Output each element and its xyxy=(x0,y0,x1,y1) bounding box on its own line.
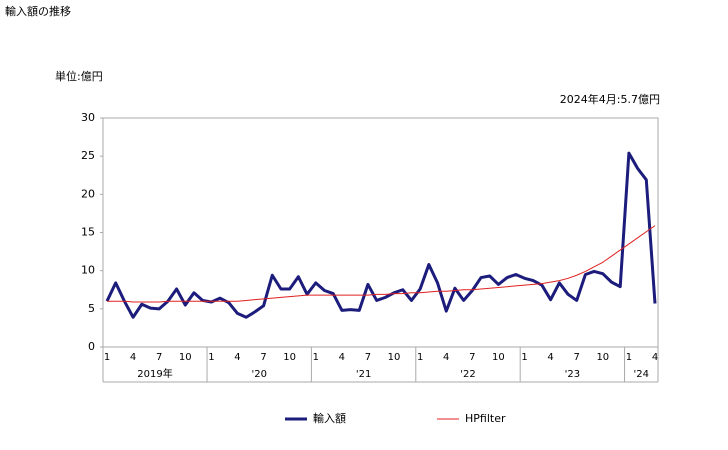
x-tick-label: 4 xyxy=(130,352,136,363)
year-label: '22 xyxy=(460,369,475,380)
year-label: '23 xyxy=(565,369,580,380)
x-tick-label: 1 xyxy=(626,352,632,363)
x-tick-label: 7 xyxy=(365,352,371,363)
year-label: '21 xyxy=(356,369,371,380)
annotation: 2024年4月:5.7億円 xyxy=(560,92,660,106)
x-tick-label: 4 xyxy=(652,352,658,363)
y-tick-label: 30 xyxy=(81,111,95,124)
year-label: '24 xyxy=(634,369,649,380)
x-tick-label: 7 xyxy=(574,352,580,363)
x-tick-label: 7 xyxy=(469,352,475,363)
year-label: '20 xyxy=(251,369,266,380)
y-tick-label: 25 xyxy=(81,149,95,162)
y-tick-label: 0 xyxy=(88,340,95,353)
x-tick-label: 10 xyxy=(283,352,296,363)
x-tick-label: 1 xyxy=(104,352,110,363)
x-tick-label: 10 xyxy=(388,352,401,363)
legend-label: HPfilter xyxy=(465,412,506,425)
plot-frame xyxy=(102,117,659,348)
x-tick-label: 4 xyxy=(234,352,240,363)
x-tick-label: 1 xyxy=(521,352,527,363)
x-tick-label: 7 xyxy=(260,352,266,363)
x-tick-label: 1 xyxy=(208,352,214,363)
x-tick-label: 10 xyxy=(492,352,505,363)
chart-title: 輸入額の推移 xyxy=(5,4,71,18)
x-tick-label: 1 xyxy=(313,352,319,363)
series-line xyxy=(105,151,657,319)
x-tick-label: 4 xyxy=(547,352,553,363)
unit-label: 単位:億円 xyxy=(55,69,103,83)
x-tick-label: 4 xyxy=(443,352,449,363)
x-tick-label: 1 xyxy=(417,352,423,363)
y-tick-label: 20 xyxy=(81,187,95,200)
x-tick-label: 10 xyxy=(596,352,609,363)
x-tick-label: 4 xyxy=(339,352,345,363)
series-line xyxy=(107,225,656,303)
y-tick-label: 10 xyxy=(81,264,95,277)
legend-label: 輸入額 xyxy=(313,411,346,425)
year-label: 2019年 xyxy=(137,367,172,380)
y-tick-label: 5 xyxy=(88,302,95,315)
y-tick-label: 15 xyxy=(81,226,95,239)
x-tick-label: 7 xyxy=(156,352,162,363)
x-tick-label: 10 xyxy=(179,352,192,363)
